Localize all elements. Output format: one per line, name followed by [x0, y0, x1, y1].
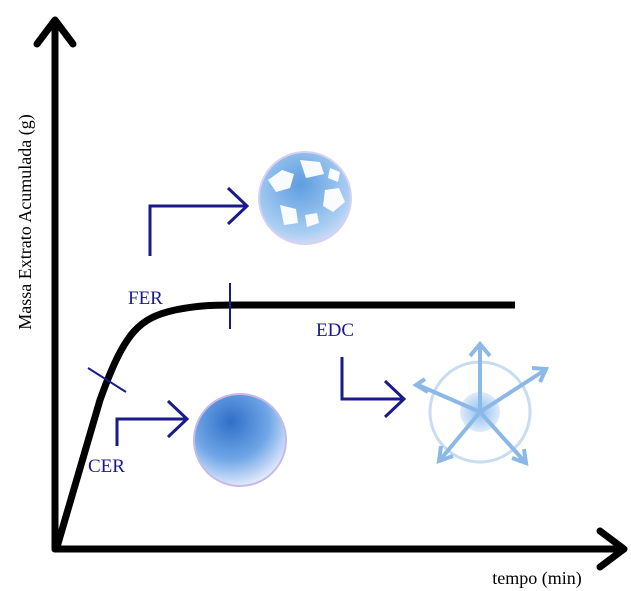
cer-end-mark	[87, 367, 127, 393]
edc-arrow	[340, 357, 402, 401]
cer-particle	[193, 393, 287, 487]
stage-label: EDC	[316, 320, 354, 341]
fer-arrowhead	[226, 186, 250, 226]
x-arrowhead	[596, 527, 628, 571]
cer-arrow	[115, 417, 185, 446]
stage-arrows	[115, 186, 407, 446]
stage-label: FER	[128, 288, 163, 309]
edc-particle	[412, 340, 550, 466]
extraction-curve	[53, 301, 515, 548]
fer-arrow	[148, 204, 245, 256]
cer-arrowhead	[166, 399, 190, 439]
edc-arrowhead	[383, 379, 407, 419]
y-arrowhead	[33, 16, 77, 48]
stage-label: CER	[88, 456, 125, 477]
y-axis-label: Massa Extrato Acumulada (g)	[15, 114, 36, 329]
fer-particle	[258, 151, 352, 245]
axes	[33, 16, 628, 571]
x-axis-label: tempo (min)	[492, 568, 581, 589]
